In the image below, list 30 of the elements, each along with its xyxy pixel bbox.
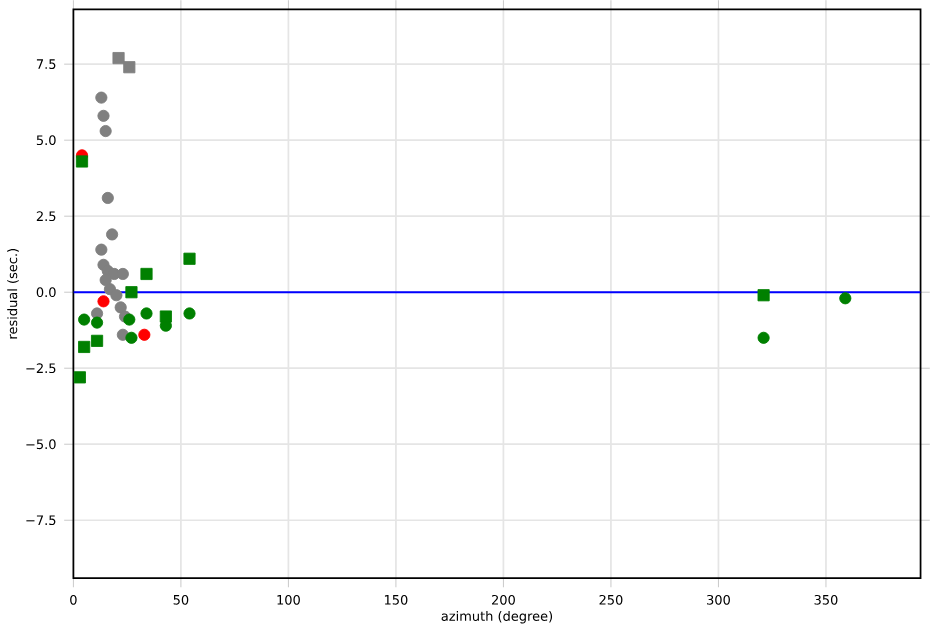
point [140,307,153,320]
point [123,313,136,326]
point [90,316,104,329]
point [99,273,112,286]
point [159,310,172,323]
point [112,51,125,64]
point [125,331,138,344]
point [757,288,770,301]
point [90,334,104,347]
point [73,370,86,384]
point [78,340,91,353]
point [95,243,108,256]
point [125,285,138,298]
point [106,228,119,241]
point [138,328,151,341]
point [95,91,108,104]
point [183,252,196,265]
point [101,191,114,204]
point [97,109,110,122]
point [123,60,136,73]
point [75,155,89,168]
point [140,267,153,280]
point [839,291,852,305]
point [99,124,112,137]
point [97,294,110,308]
point [757,331,770,344]
point [110,288,123,301]
point [183,307,196,320]
point [78,313,91,326]
point [114,300,127,314]
